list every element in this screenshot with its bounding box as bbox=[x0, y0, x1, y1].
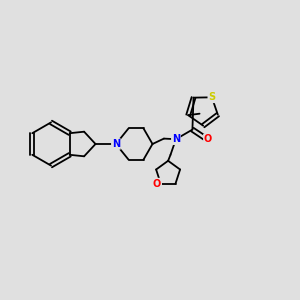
Text: O: O bbox=[153, 178, 161, 189]
Text: N: N bbox=[172, 134, 180, 144]
Text: O: O bbox=[204, 134, 212, 145]
Text: N: N bbox=[112, 139, 120, 149]
Text: S: S bbox=[208, 92, 215, 102]
